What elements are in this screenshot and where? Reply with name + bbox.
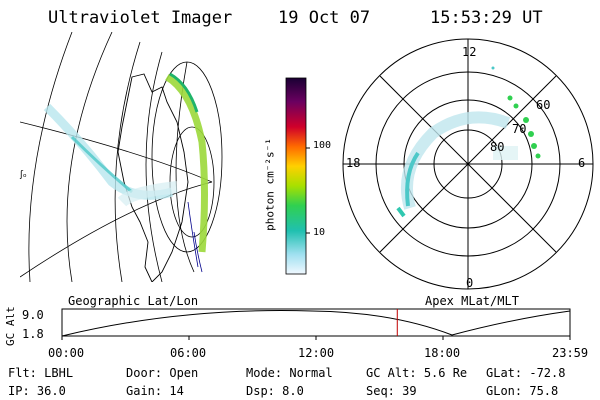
timeline-left-title: Geographic Lat/Lon (68, 294, 199, 308)
date-label: 19 Oct 07 (278, 8, 371, 28)
info-ip: IP: 36.0 (8, 384, 66, 398)
mlt-label-18: 18 (346, 156, 361, 170)
instrument-title: Ultraviolet Imager (48, 8, 233, 28)
colorbar-unit-label: photon cm⁻²s⁻¹ (263, 138, 277, 231)
info-mode: Mode: Normal (246, 366, 333, 380)
colorbar (285, 77, 310, 275)
timeline-xtick-0600: 06:00 (170, 346, 207, 360)
lat-label-80: 80 (490, 140, 505, 154)
timeline-xtick-2359: 23:59 (552, 346, 589, 360)
info-flt: Flt: LBHL (8, 366, 74, 380)
timeline-right-title: Apex MLat/MLT (425, 294, 519, 308)
timeline-ytick-high: 9.0 (22, 308, 44, 322)
timeline-xtick-1800: 18:00 (424, 346, 461, 360)
timeline-plot (61, 308, 571, 340)
info-dsp: Dsp: 8.0 (246, 384, 304, 398)
info-door: Door: Open (126, 366, 199, 380)
info-seq: Seq: 39 (366, 384, 417, 398)
lat-label-70: 70 (512, 122, 527, 136)
time-label: 15:53:29 UT (430, 8, 543, 28)
info-gain: Gain: 14 (126, 384, 184, 398)
colorbar-tick-100: 100 (313, 140, 332, 151)
polar-plot (342, 38, 594, 290)
timeline-xtick-0000: 00:00 (48, 346, 85, 360)
geographic-image: ʃₒ (19, 32, 223, 282)
timeline-ytick-low: 1.8 (22, 327, 44, 341)
info-glon: GLon: 75.8 (486, 384, 559, 398)
mlt-label-12: 12 (462, 45, 477, 59)
mlt-label-0: 0 (466, 276, 474, 290)
colorbar-tick-10: 10 (313, 227, 326, 238)
geo-marker: ʃₒ (19, 170, 27, 180)
lat-label-60: 60 (536, 98, 551, 112)
info-glat: GLat: -72.8 (486, 366, 566, 380)
timeline-axis-label: GC Alt (4, 306, 17, 346)
mlt-label-6: 6 (578, 156, 586, 170)
info-gc-alt: GC Alt: 5.6 Re (366, 366, 468, 380)
timeline-xtick-1200: 12:00 (298, 346, 335, 360)
